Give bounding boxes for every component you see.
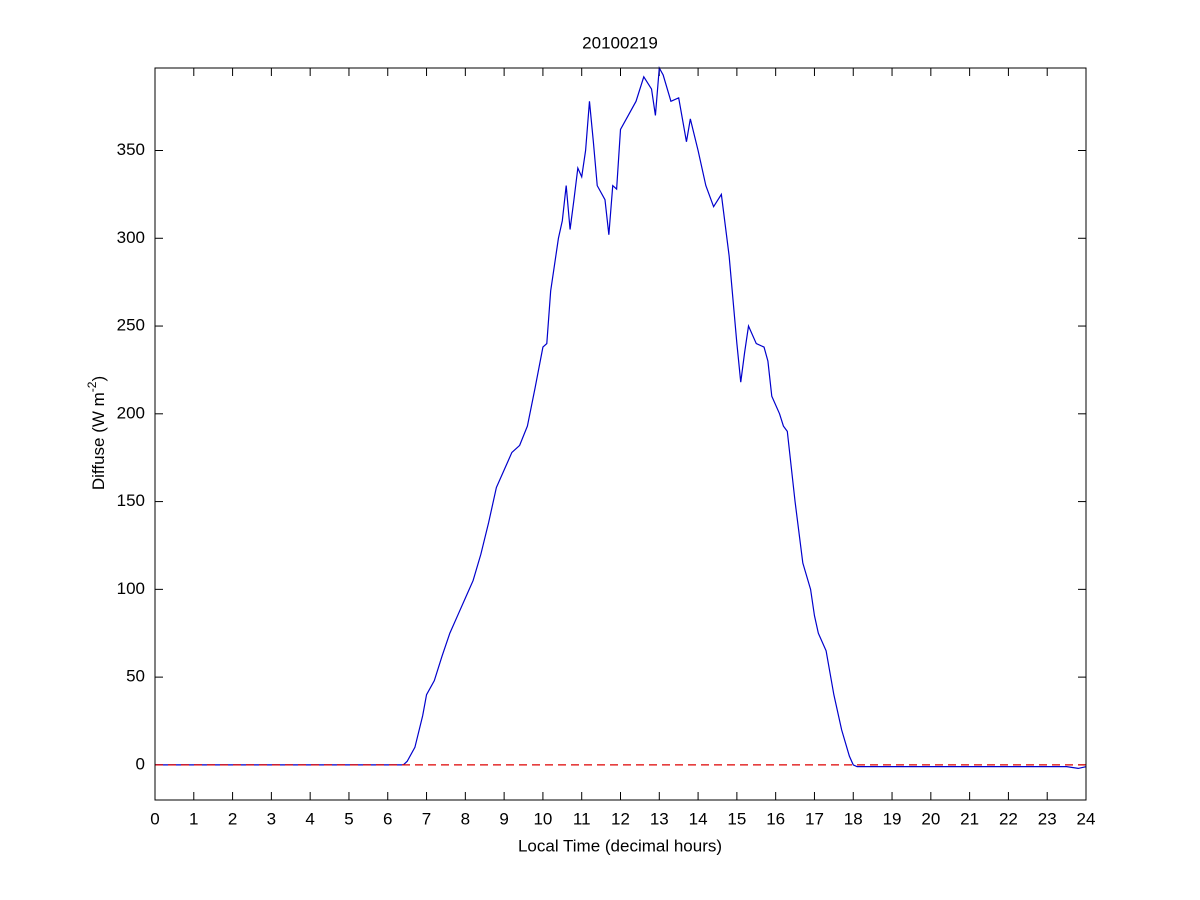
x-tick-label: 23 bbox=[1038, 809, 1057, 828]
x-tick-label: 8 bbox=[461, 809, 470, 828]
y-tick-label: 350 bbox=[117, 140, 145, 159]
x-tick-label: 14 bbox=[689, 809, 708, 828]
y-tick-label: 250 bbox=[117, 316, 145, 335]
x-tick-label: 1 bbox=[189, 809, 198, 828]
y-tick-label: 0 bbox=[136, 754, 145, 773]
x-tick-label: 3 bbox=[267, 809, 276, 828]
y-label-sup: -2 bbox=[85, 381, 99, 392]
x-tick-label: 5 bbox=[344, 809, 353, 828]
x-tick-label: 16 bbox=[766, 809, 785, 828]
x-tick-label: 6 bbox=[383, 809, 392, 828]
plot-frame bbox=[154, 67, 1087, 801]
x-tick-label: 20 bbox=[921, 809, 940, 828]
data-line bbox=[155, 65, 1087, 770]
x-tick-label: 9 bbox=[499, 809, 508, 828]
x-tick-label: 7 bbox=[422, 809, 431, 828]
x-tick-label: 10 bbox=[533, 809, 552, 828]
x-tick-label: 4 bbox=[305, 809, 314, 828]
y-axis-label: Diffuse (W m-2) bbox=[85, 376, 108, 490]
x-tick-label: 19 bbox=[883, 809, 902, 828]
x-tick-label: 2 bbox=[228, 809, 237, 828]
x-tick-label: 15 bbox=[727, 809, 746, 828]
x-tick-label: 0 bbox=[150, 809, 159, 828]
x-tick-label: 17 bbox=[805, 809, 824, 828]
chart-title: 20100219 bbox=[582, 33, 658, 52]
y-tick-label: 200 bbox=[117, 403, 145, 422]
x-tick-label: 21 bbox=[960, 809, 979, 828]
x-tick-label: 24 bbox=[1077, 809, 1096, 828]
y-tick-label: 150 bbox=[117, 491, 145, 510]
x-tick-label: 13 bbox=[650, 809, 669, 828]
y-tick-label: 100 bbox=[117, 579, 145, 598]
y-tick-label: 50 bbox=[126, 667, 145, 686]
y-label-text: ) bbox=[89, 376, 108, 382]
y-tick-label: 300 bbox=[117, 228, 145, 247]
y-label-text: Diffuse (W m bbox=[89, 392, 108, 490]
x-tick-label: 12 bbox=[611, 809, 630, 828]
x-tick-label: 18 bbox=[844, 809, 863, 828]
x-axis-label: Local Time (decimal hours) bbox=[518, 836, 722, 855]
x-tick-label: 22 bbox=[999, 809, 1018, 828]
x-tick-label: 11 bbox=[573, 809, 591, 828]
